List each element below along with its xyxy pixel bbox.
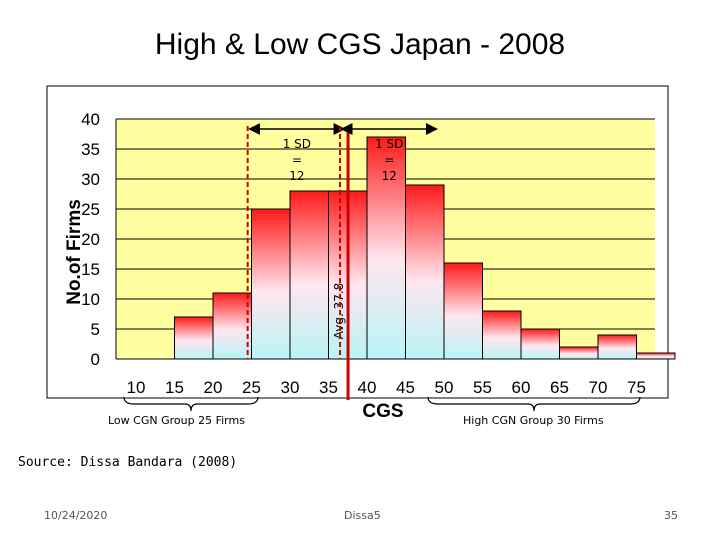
sd-left-label: 12 (289, 169, 304, 183)
x-axis-title: CGS (362, 401, 403, 422)
histogram-bar (597, 334, 637, 360)
histogram-bar (482, 310, 522, 360)
x-tick-label: 15 (165, 378, 184, 397)
x-tick-label: 60 (512, 378, 531, 397)
x-tick-label: 70 (589, 378, 608, 397)
x-tick-label: 35 (319, 378, 338, 397)
x-tick-label: 45 (396, 378, 415, 397)
y-tick-label: 0 (91, 350, 100, 369)
low-group-brace (123, 396, 259, 412)
slide-page-number: 35 (664, 509, 678, 522)
x-tick-label: 50 (435, 378, 454, 397)
x-tick-label: 75 (627, 378, 646, 397)
x-tick-label: 10 (127, 378, 146, 397)
slide-date: 10/24/2020 (44, 509, 108, 522)
y-tick-label: 40 (81, 110, 100, 129)
histogram-bar (212, 292, 252, 360)
histogram-bar (443, 262, 483, 360)
histogram-bar (520, 328, 560, 360)
mean-label: Avg. 37.8 (332, 283, 346, 340)
y-axis-title: No.of Firms (64, 199, 85, 305)
sd-left-label: = (292, 153, 302, 167)
x-tick-label: 25 (242, 378, 261, 397)
y-tick-label: 25 (81, 200, 100, 219)
x-tick-label: 65 (550, 378, 569, 397)
sd-right-label: = (384, 153, 394, 167)
sd-right-label: 1 SD (375, 137, 403, 151)
high-group-brace (427, 396, 641, 412)
y-tick-label: 35 (81, 140, 100, 159)
y-tick-label: 5 (91, 320, 100, 339)
sd-right-label: 12 (382, 169, 397, 183)
x-tick-label: 30 (281, 378, 300, 397)
histogram-bar (405, 184, 445, 360)
y-tick-label: 30 (81, 170, 100, 189)
histogram-bar (174, 316, 214, 360)
x-tick-label: 55 (473, 378, 492, 397)
high-group-label: High CGN Group 30 Firms (463, 414, 604, 427)
slide-footer: Dissa5 (344, 509, 381, 522)
x-tick-label: 20 (204, 378, 223, 397)
sd-left-label: 1 SD (283, 137, 311, 151)
histogram-bar (251, 208, 291, 360)
low-group-label: Low CGN Group 25 Firms (108, 414, 245, 427)
histogram-bar (366, 136, 406, 360)
y-tick-label: 20 (81, 230, 100, 249)
slide-title: High & Low CGS Japan - 2008 (154, 28, 566, 61)
histogram-bar (636, 352, 676, 360)
source-note: Source: Dissa Bandara (2008) (18, 455, 238, 470)
histogram-bar (559, 346, 599, 360)
y-tick-label: 10 (81, 290, 100, 309)
histogram-bar (289, 190, 329, 360)
y-tick-label: 15 (81, 260, 100, 279)
x-tick-label: 40 (358, 378, 377, 397)
